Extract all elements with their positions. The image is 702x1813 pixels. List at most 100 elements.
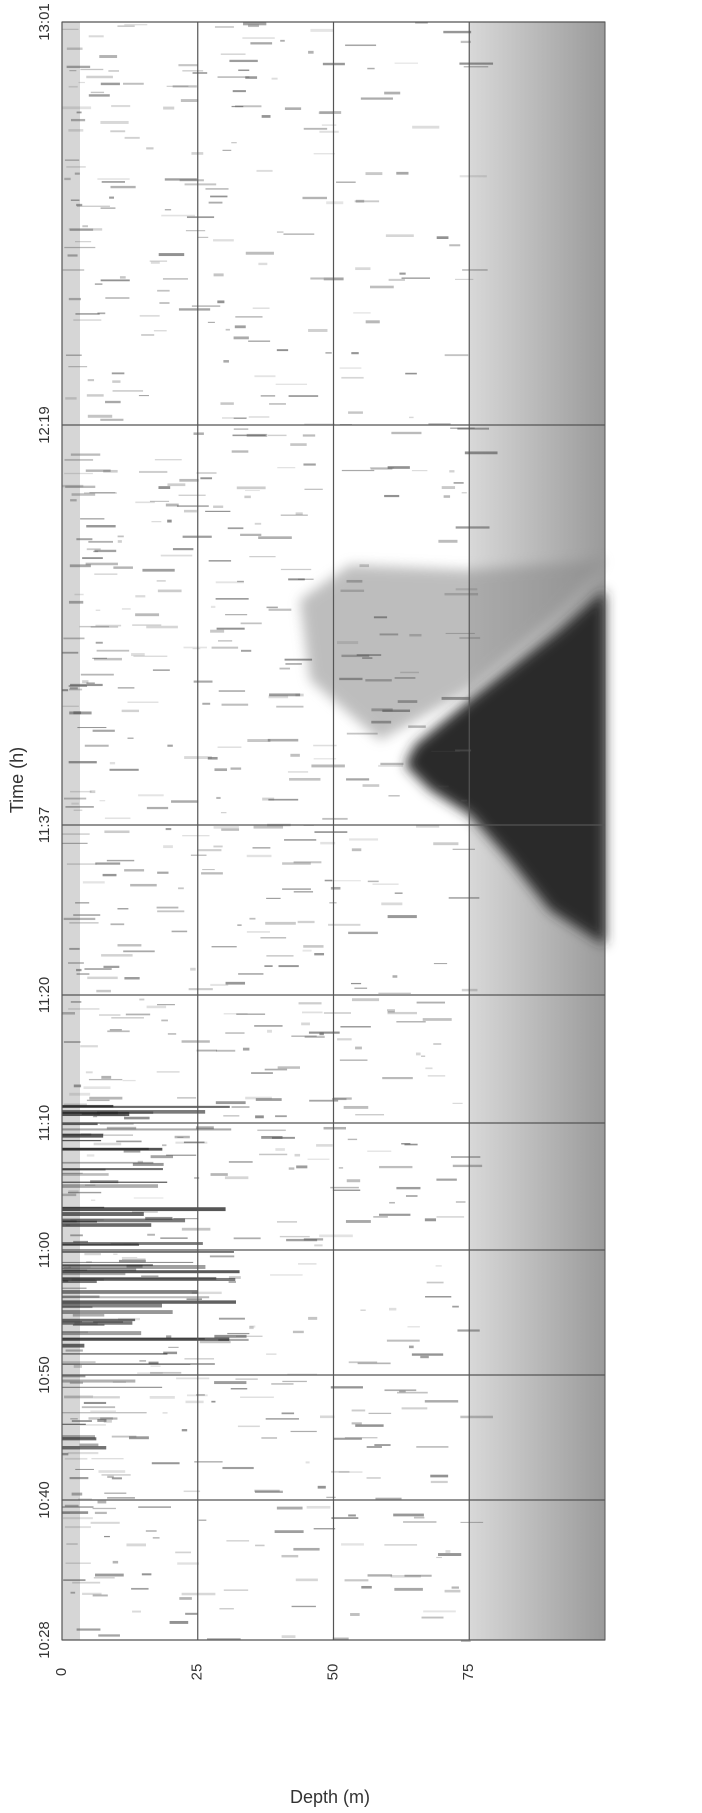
echo-speck bbox=[87, 379, 95, 382]
echo-speck bbox=[282, 1380, 307, 1383]
echo-speck bbox=[366, 1477, 381, 1479]
echo-speck bbox=[165, 828, 172, 831]
echo-speck bbox=[85, 1071, 93, 1074]
echo-speck bbox=[330, 880, 361, 882]
echo-speck bbox=[89, 492, 116, 494]
echo-speck bbox=[145, 1530, 157, 1532]
echo-speck bbox=[70, 1234, 83, 1237]
echo-speck bbox=[79, 1443, 99, 1447]
echo-speck bbox=[161, 1019, 168, 1022]
echo-speck bbox=[423, 1610, 456, 1613]
echo-speck bbox=[320, 841, 336, 845]
echo-speck bbox=[62, 833, 90, 835]
echo-speck bbox=[150, 1155, 174, 1159]
echo-speck bbox=[444, 354, 469, 357]
echo-speck bbox=[68, 297, 81, 301]
echo-speck bbox=[231, 450, 249, 453]
echo-speck bbox=[248, 340, 271, 342]
echo-speck bbox=[360, 1309, 366, 1311]
echo-speck bbox=[213, 505, 224, 508]
echo-streak bbox=[62, 1251, 234, 1253]
echo-speck bbox=[66, 1543, 78, 1545]
echo-speck bbox=[62, 705, 79, 707]
echo-speck bbox=[167, 483, 186, 487]
echo-speck bbox=[435, 1265, 442, 1267]
echo-speck bbox=[99, 1122, 134, 1125]
echo-speck bbox=[84, 1253, 101, 1256]
echo-speck bbox=[133, 1197, 164, 1199]
echo-speck bbox=[254, 375, 276, 378]
echo-speck bbox=[355, 199, 365, 203]
echo-speck bbox=[214, 1381, 247, 1385]
echo-speck bbox=[70, 1591, 76, 1594]
echo-speck bbox=[430, 1480, 448, 1484]
echo-speck bbox=[436, 1556, 442, 1559]
echo-speck bbox=[68, 962, 84, 964]
echo-speck bbox=[236, 486, 266, 490]
echo-speck bbox=[69, 564, 91, 568]
echo-speck bbox=[351, 848, 362, 852]
echo-speck bbox=[68, 366, 88, 368]
echo-speck bbox=[95, 641, 103, 644]
echo-speck bbox=[366, 1446, 382, 1448]
echo-speck bbox=[308, 1031, 340, 1034]
echo-speck bbox=[73, 711, 82, 715]
echo-speck bbox=[112, 380, 121, 383]
echo-speck bbox=[443, 30, 472, 34]
echo-speck bbox=[152, 669, 170, 671]
echo-speck bbox=[67, 1191, 102, 1194]
echo-speck bbox=[76, 1628, 101, 1631]
y-tick-label: 11:20 bbox=[36, 977, 53, 1013]
echo-speck bbox=[455, 278, 474, 280]
echo-speck bbox=[81, 1406, 116, 1409]
echo-speck bbox=[69, 228, 94, 231]
echo-speck bbox=[394, 677, 416, 679]
echo-speck bbox=[210, 629, 225, 633]
echo-speck bbox=[153, 330, 167, 332]
echo-speck bbox=[167, 519, 172, 523]
echo-speck bbox=[399, 1390, 406, 1393]
echo-speck bbox=[62, 1511, 89, 1514]
echo-speck bbox=[291, 1035, 317, 1037]
echo-speck bbox=[127, 701, 159, 703]
echo-speck bbox=[179, 1597, 192, 1600]
x-tick-label: 50 bbox=[324, 1664, 341, 1681]
echo-speck bbox=[367, 880, 379, 883]
echo-speck bbox=[70, 683, 103, 687]
echo-speck bbox=[254, 1489, 280, 1493]
echo-speck bbox=[267, 1029, 272, 1033]
echo-speck bbox=[194, 1461, 223, 1463]
echo-speck bbox=[455, 588, 478, 591]
echo-speck bbox=[65, 1349, 83, 1352]
echo-speck bbox=[73, 1084, 82, 1088]
echo-speck bbox=[88, 35, 104, 38]
echo-speck bbox=[228, 1161, 253, 1163]
echo-speck bbox=[461, 799, 468, 802]
echo-streak bbox=[62, 1338, 205, 1340]
echo-speck bbox=[316, 1144, 333, 1147]
echo-speck bbox=[362, 784, 380, 787]
echo-speck bbox=[124, 869, 145, 872]
echo-speck bbox=[330, 1186, 359, 1189]
echo-speck bbox=[252, 847, 271, 849]
echo-speck bbox=[138, 395, 149, 397]
echo-speck bbox=[118, 1259, 146, 1263]
echo-speck bbox=[308, 1316, 318, 1320]
echo-speck bbox=[210, 605, 216, 608]
echo-speck bbox=[267, 434, 287, 437]
echo-speck bbox=[367, 67, 375, 70]
echo-speck bbox=[355, 1114, 385, 1116]
echo-speck bbox=[63, 1517, 93, 1520]
echo-speck bbox=[279, 667, 291, 670]
echo-speck bbox=[91, 1199, 96, 1201]
echo-speck bbox=[82, 225, 88, 228]
echo-speck bbox=[242, 37, 275, 39]
echo-speck bbox=[76, 538, 93, 541]
echo-speck bbox=[69, 1477, 89, 1480]
echo-streak bbox=[62, 1218, 186, 1223]
echo-speck bbox=[68, 1266, 91, 1268]
echo-speck bbox=[76, 111, 82, 114]
echo-speck bbox=[64, 458, 94, 461]
echo-speck bbox=[350, 982, 362, 985]
echo-speck bbox=[93, 657, 122, 661]
